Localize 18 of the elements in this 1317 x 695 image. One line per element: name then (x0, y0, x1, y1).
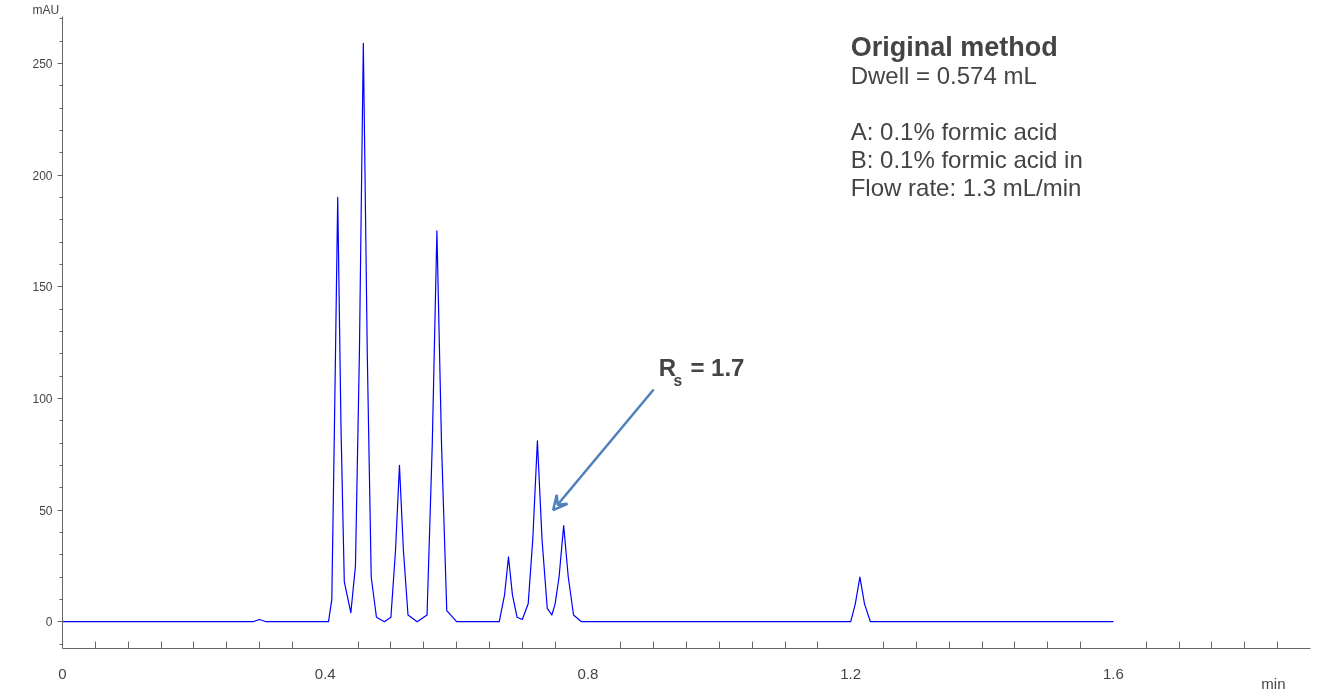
x-tick-label: 0 (58, 664, 67, 682)
x-axis-title: min (1261, 674, 1286, 692)
y-tick-label: 200 (32, 168, 53, 183)
annotation: Dwell = 0.574 mL (850, 61, 1037, 89)
annotation: B: 0.1% formic acid in (850, 145, 1083, 173)
y-tick-label: 50 (39, 503, 53, 518)
y-axis-title: mAU (32, 2, 60, 17)
x-tick-label: 0.4 (314, 664, 336, 682)
y-tick-label: 250 (32, 56, 53, 71)
annotation: A: 0.1% formic acid (850, 117, 1058, 145)
text: Original method (850, 31, 1058, 62)
x-tick-label: 0.8 (577, 664, 599, 682)
y-tick-label: 0 (45, 615, 53, 630)
x-tick-label: 1.6 (1103, 664, 1124, 682)
x-tick-label: 1.2 (840, 664, 862, 682)
y-tick-label: 150 (32, 280, 53, 295)
y-tick-label: 100 (32, 391, 53, 406)
annotation: Flow rate: 1.3 mL/min (850, 173, 1082, 201)
